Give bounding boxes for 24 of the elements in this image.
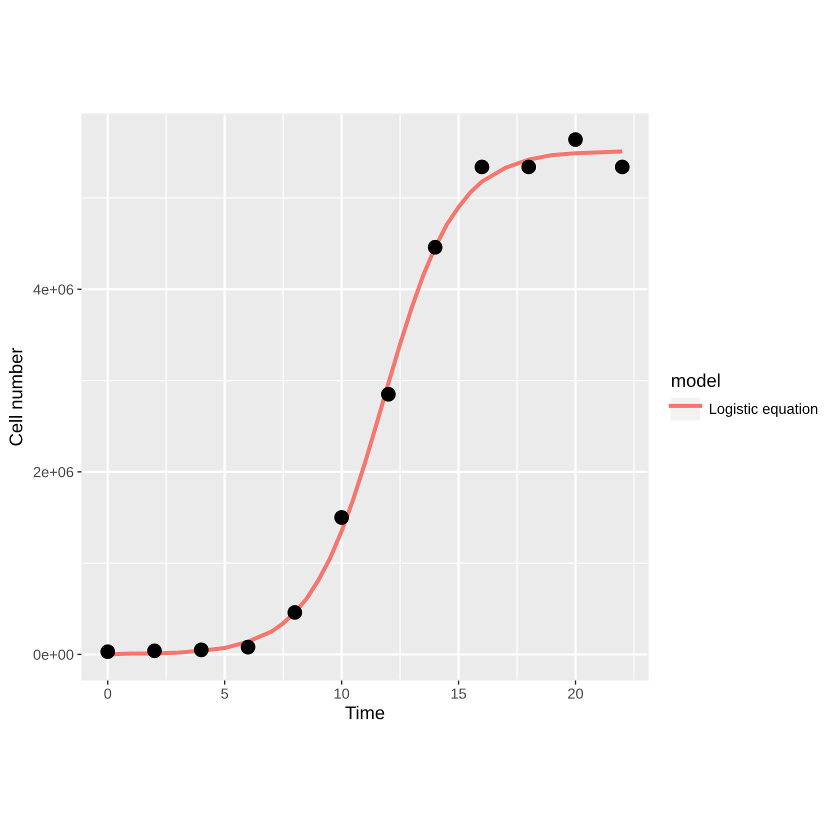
x-tick-label: 15 — [452, 688, 466, 699]
point — [428, 240, 443, 255]
legend-label: Logistic equation — [710, 403, 818, 417]
point — [521, 160, 536, 174]
x-tick-label: 10 — [334, 688, 350, 699]
point — [474, 160, 490, 174]
x-tick-label: 5 — [221, 688, 228, 699]
y-tick-label: 0e+00 — [34, 650, 74, 660]
legend-title: model — [672, 374, 720, 388]
x-tick-label: 0 — [104, 688, 112, 699]
point — [147, 643, 162, 658]
point — [240, 640, 256, 654]
y-tick-label: 4e+06 — [33, 284, 74, 295]
point — [381, 386, 396, 402]
point — [287, 605, 302, 620]
x-axis-title: Time — [345, 706, 384, 720]
x-tick-label: 20 — [568, 688, 584, 699]
point — [194, 642, 209, 658]
point — [568, 132, 583, 147]
point — [334, 510, 349, 525]
y-tick-label: 2e+06 — [34, 466, 74, 478]
point — [100, 644, 116, 660]
point — [614, 160, 630, 174]
y-axis-title: Cell number — [8, 348, 22, 446]
